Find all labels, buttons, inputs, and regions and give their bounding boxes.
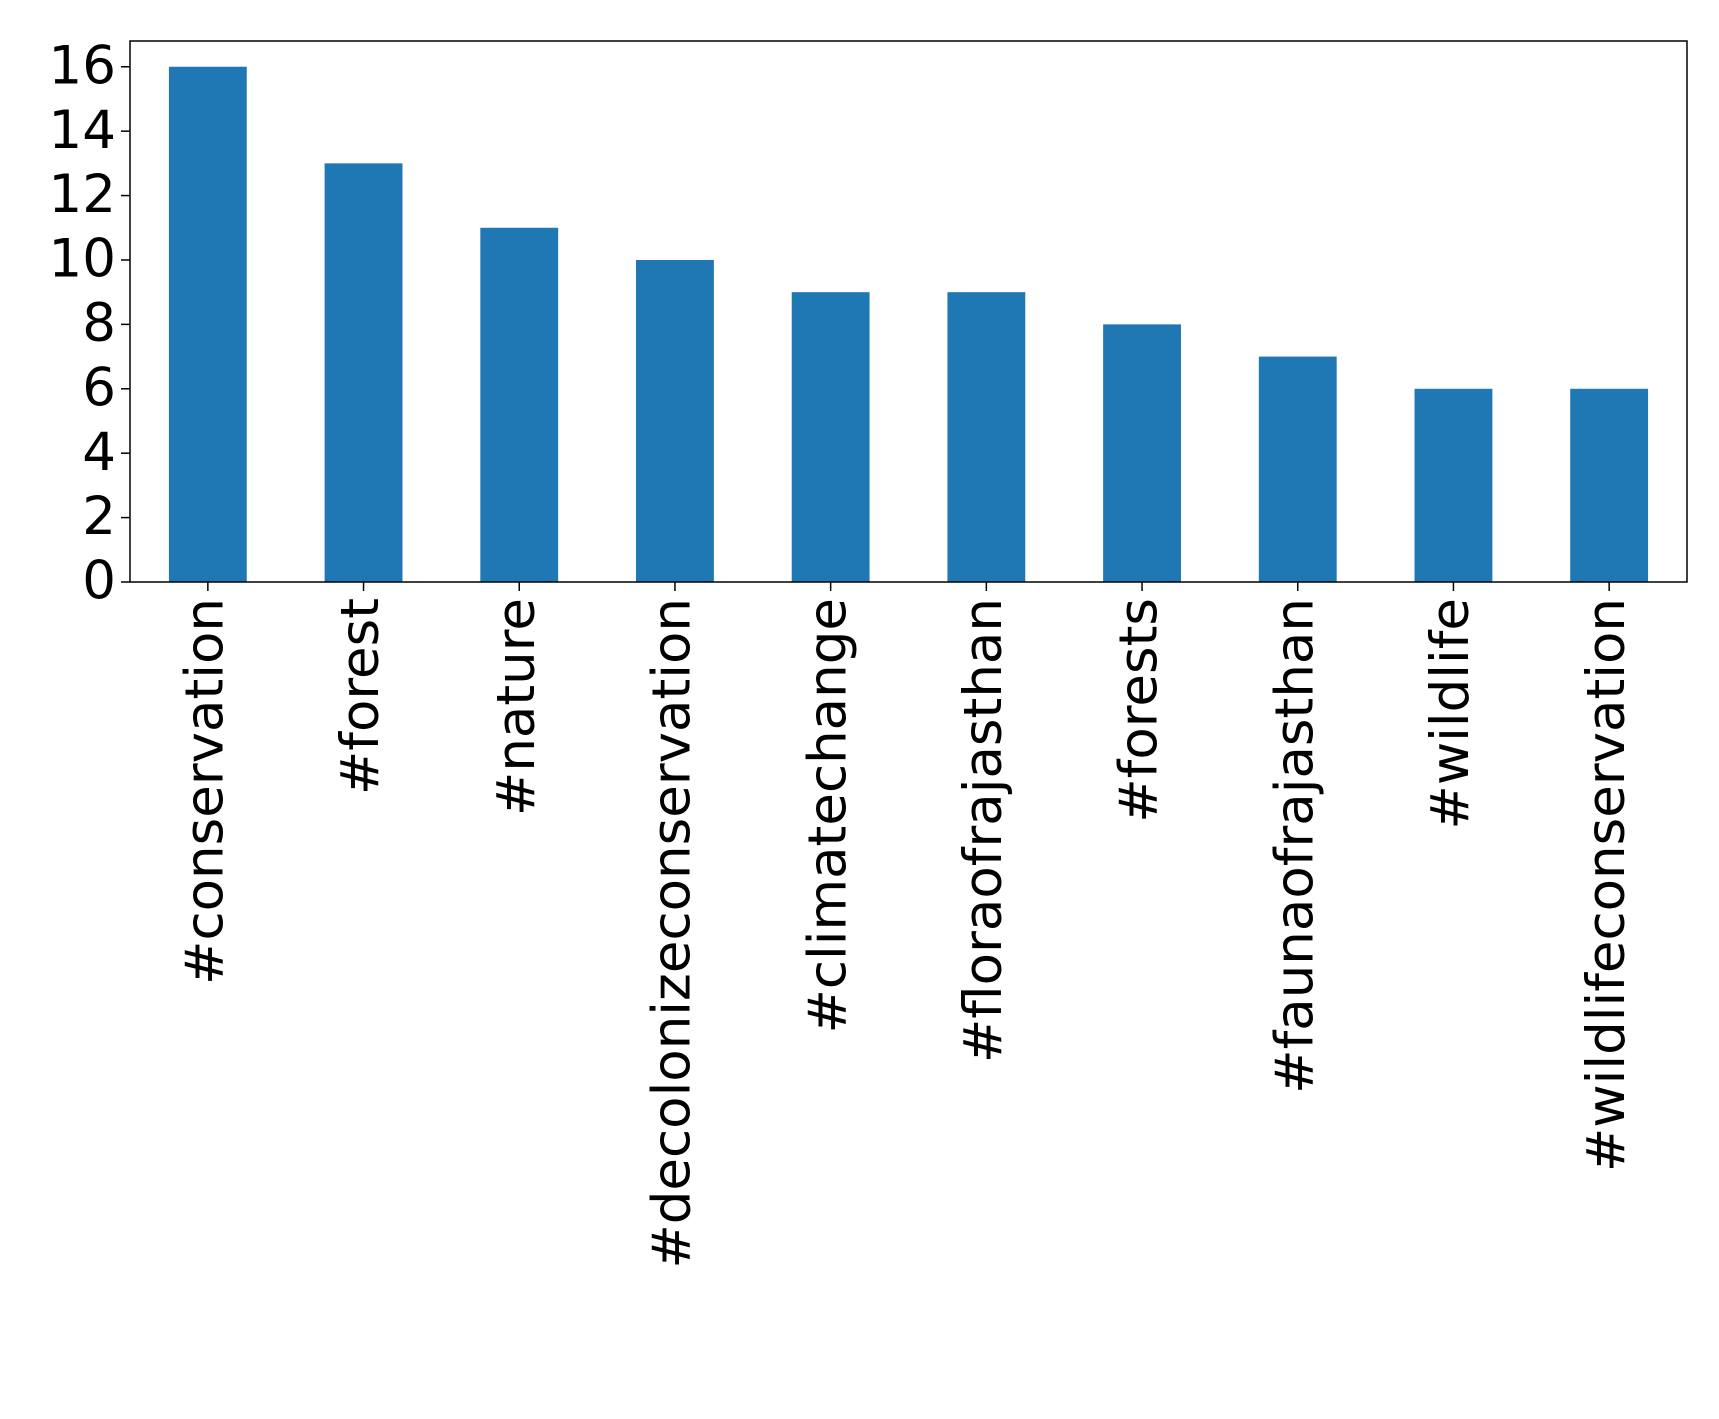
bar (1258, 356, 1337, 582)
bar (791, 292, 870, 582)
y-tick-label: 0 (82, 551, 116, 612)
y-tick-label: 6 (82, 357, 116, 418)
x-tick-label: #faunaofrajasthan (1264, 598, 1325, 1094)
x-tick-label: #decolonizeconservation (642, 598, 703, 1269)
bar (636, 259, 714, 582)
x-tick-label: #nature (486, 598, 547, 816)
x-tick-label: #wildlifeconservation (1576, 598, 1637, 1172)
bar (480, 227, 559, 582)
y-tick-label: 16 (49, 35, 116, 96)
y-tick-label: 2 (82, 486, 116, 547)
bar (1103, 324, 1181, 582)
y-tick-label: 8 (82, 293, 116, 354)
x-tick-label: #forest (330, 598, 391, 795)
y-tick-label: 10 (49, 229, 116, 290)
x-tick-label: #wildlife (1420, 598, 1481, 830)
x-tick-label: #floraofrajasthan (953, 598, 1014, 1063)
bar (1570, 388, 1649, 582)
bar (168, 66, 247, 582)
bar (1414, 388, 1493, 582)
y-tick-label: 4 (82, 422, 116, 483)
plot-frame (129, 40, 1688, 583)
bar (947, 292, 1026, 582)
x-tick-label: #climatechange (797, 598, 858, 1034)
bar (324, 163, 403, 582)
y-tick-label: 14 (49, 100, 116, 161)
y-tick-label: 12 (49, 164, 116, 225)
x-tick-label: #conservation (174, 598, 235, 985)
x-tick-label: #forests (1109, 598, 1170, 823)
